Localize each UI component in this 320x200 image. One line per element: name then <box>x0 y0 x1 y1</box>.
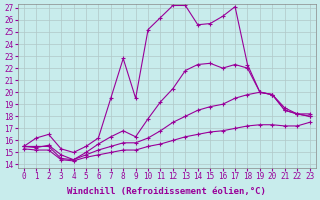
X-axis label: Windchill (Refroidissement éolien,°C): Windchill (Refroidissement éolien,°C) <box>67 187 266 196</box>
